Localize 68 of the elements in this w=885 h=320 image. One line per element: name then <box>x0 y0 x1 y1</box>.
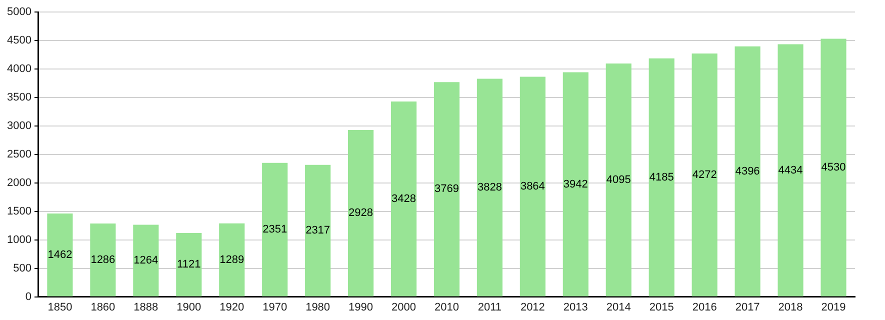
bar <box>434 82 460 296</box>
y-tick-label: 500 <box>13 262 32 274</box>
data-label: 4530 <box>821 162 846 174</box>
x-tick-label: 2011 <box>478 301 502 314</box>
data-label: 1286 <box>90 254 116 266</box>
bar <box>348 130 374 296</box>
bar <box>219 223 245 296</box>
y-tick-label: 3500 <box>6 91 32 104</box>
y-tick-label: 2000 <box>6 176 32 189</box>
bar <box>520 76 546 296</box>
bar <box>390 102 417 296</box>
bar <box>305 164 331 296</box>
y-tick-label: 5000 <box>6 6 32 18</box>
bar <box>820 38 846 296</box>
x-tick-label: 2017 <box>735 301 760 314</box>
y-tick-label: 4500 <box>6 34 32 47</box>
bar <box>606 64 632 296</box>
y-tick-label: 1500 <box>6 205 32 218</box>
bar <box>176 232 202 296</box>
data-label: 1289 <box>220 254 244 266</box>
bar <box>262 162 288 296</box>
bar <box>90 224 116 296</box>
x-tick-label: 1860 <box>90 301 116 314</box>
bar <box>648 58 674 296</box>
data-label: 1462 <box>48 248 72 261</box>
x-tick-label: 1970 <box>262 301 288 314</box>
data-label: 4272 <box>692 168 717 181</box>
y-tick-label: 2500 <box>6 148 32 160</box>
data-label: 4095 <box>606 174 631 186</box>
x-tick-label: 2012 <box>520 301 545 314</box>
bar <box>47 214 73 296</box>
bar <box>562 72 588 296</box>
data-label: 4434 <box>778 164 803 176</box>
bar <box>778 44 804 296</box>
x-tick-label: 2010 <box>434 301 459 314</box>
x-tick-label: 1900 <box>176 301 202 314</box>
y-tick-label: 4000 <box>6 62 32 75</box>
bar <box>692 53 718 296</box>
x-tick-label: 1980 <box>306 301 330 314</box>
data-label: 1264 <box>134 254 158 267</box>
x-tick-label: 2015 <box>649 301 674 314</box>
x-tick-label: 1888 <box>134 301 158 314</box>
y-tick-label: 0 <box>25 290 32 303</box>
data-label: 4185 <box>649 171 674 184</box>
data-label: 4396 <box>735 165 760 178</box>
data-label: 3769 <box>434 183 459 196</box>
data-label: 3864 <box>520 180 545 193</box>
bar <box>133 224 159 296</box>
y-tick-label: 1000 <box>6 234 32 246</box>
x-tick-label: 2016 <box>692 301 717 314</box>
data-label: 2928 <box>348 207 374 220</box>
x-tick-label: 2014 <box>606 301 631 314</box>
data-label: 1121 <box>177 258 201 271</box>
data-label: 3942 <box>563 178 588 190</box>
x-tick-label: 2000 <box>392 301 416 314</box>
data-label: 3428 <box>392 192 416 205</box>
x-tick-label: 1850 <box>48 301 72 314</box>
y-tick-label: 3000 <box>6 120 32 132</box>
x-tick-label: 1990 <box>348 301 374 314</box>
x-tick-label: 2013 <box>563 301 588 314</box>
data-label: 3828 <box>477 182 502 194</box>
data-label: 2317 <box>306 224 330 237</box>
x-tick-label: 1920 <box>220 301 244 314</box>
data-label: 2351 <box>262 224 288 236</box>
bar <box>734 46 760 296</box>
x-tick-label: 2019 <box>821 301 846 314</box>
bar <box>476 78 502 296</box>
x-tick-label: 2018 <box>778 301 803 314</box>
